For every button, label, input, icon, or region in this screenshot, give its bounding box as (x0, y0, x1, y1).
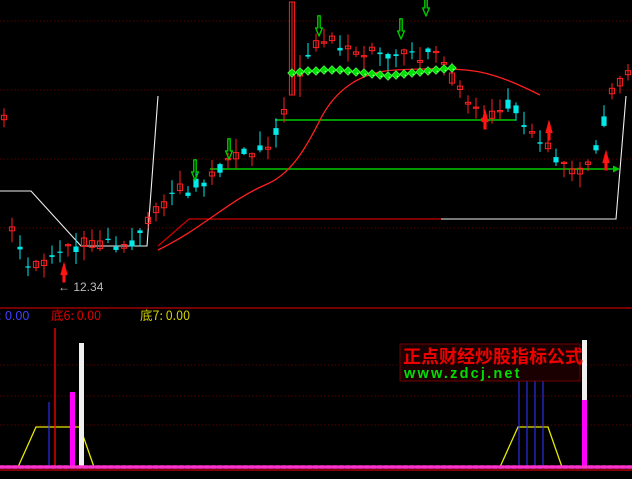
svg-text:底7: 0.00: 底7: 0.00 (140, 305, 190, 324)
svg-text:← 12.34: ← 12.34 (58, 280, 104, 294)
svg-text:底6: 0.00: 底6: 0.00 (51, 305, 101, 324)
svg-text:: 0.00: : 0.00 (0, 309, 29, 323)
svg-text:www.zdcj.net: www.zdcj.net (403, 366, 522, 382)
